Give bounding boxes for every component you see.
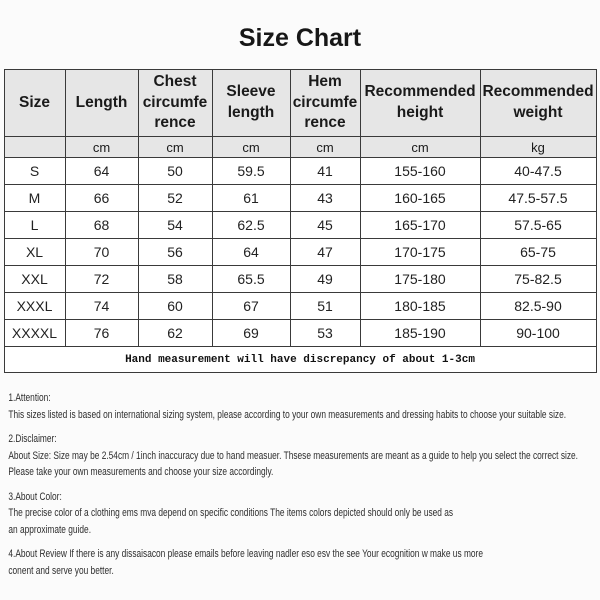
- column-header-length: Length: [64, 69, 139, 137]
- header-row: Size Length Chest circumfe rence Sleeve …: [3, 69, 597, 137]
- table-row-l: L 68 54 62.5 45 165-170 57.5-65: [3, 211, 597, 239]
- table-row-xxl: XXL 72 58 65.5 49 175-180 75-82.5: [3, 265, 597, 293]
- chest-cell: 50: [137, 157, 213, 185]
- weight-cell: 57.5-65: [479, 211, 597, 239]
- hem-cell: 49: [289, 265, 361, 293]
- note-paragraph-disclaimer: 2.Disclaimer: About Size: Size may be 2.…: [8, 433, 579, 478]
- page-title: Size Chart: [238, 24, 362, 52]
- unit-cell: cm: [289, 136, 361, 158]
- unit-cell: cm: [211, 136, 291, 158]
- hem-cell: 51: [289, 292, 361, 320]
- column-header-hem-circumference: Hem circumfe rence: [289, 69, 361, 137]
- hem-cell: 53: [289, 319, 361, 347]
- length-cell: 76: [64, 319, 139, 347]
- measurement-note: Hand measurement will have discrepancy o…: [3, 346, 597, 373]
- size-cell: L: [3, 211, 66, 239]
- weight-cell: 75-82.5: [479, 265, 597, 293]
- note-paragraph-about-color: 3.About Color: The precise color of a cl…: [8, 490, 454, 536]
- height-cell: 180-185: [359, 292, 481, 320]
- sleeve-cell: 67: [211, 292, 291, 320]
- sleeve-cell: 65.5: [211, 265, 291, 293]
- hem-cell: 41: [289, 157, 361, 185]
- column-header-sleeve-length: Sleeve length: [211, 69, 291, 137]
- chest-cell: 62: [137, 319, 213, 347]
- height-cell: 185-190: [359, 319, 481, 347]
- unit-cell: cm: [64, 136, 139, 158]
- size-cell: M: [3, 184, 66, 212]
- height-cell: 170-175: [359, 238, 481, 266]
- column-header-recommended-height: Recommended height: [359, 69, 481, 137]
- weight-cell: 47.5-57.5: [479, 184, 597, 212]
- weight-cell: 90-100: [479, 319, 597, 347]
- measurement-note-row: Hand measurement will have discrepancy o…: [3, 346, 597, 373]
- length-cell: 74: [64, 292, 139, 320]
- sleeve-cell: 59.5: [211, 157, 291, 185]
- sleeve-cell: 62.5: [211, 211, 291, 239]
- height-cell: 165-170: [359, 211, 481, 239]
- note-paragraph-about-review: 4.About Review If there is any dissaisac…: [8, 548, 483, 577]
- length-cell: 72: [64, 265, 139, 293]
- length-cell: 64: [64, 157, 139, 185]
- unit-cell: cm: [359, 136, 481, 158]
- hem-cell: 45: [289, 211, 361, 239]
- size-cell: XXL: [3, 265, 66, 293]
- disclaimer-notes: 1.Attention: This sizes listed is based …: [0, 390, 594, 579]
- table-row-xxxxl: XXXXL 76 62 69 53 185-190 90-100: [3, 319, 597, 347]
- weight-cell: 40-47.5: [479, 157, 597, 185]
- unit-cell: [3, 136, 66, 158]
- size-cell: XXXL: [3, 292, 66, 320]
- column-header-size: Size: [3, 69, 66, 137]
- unit-cell: kg: [479, 136, 597, 158]
- table-row-xxxl: XXXL 74 60 67 51 180-185 82.5-90: [3, 292, 597, 320]
- chest-cell: 60: [137, 292, 213, 320]
- sleeve-cell: 64: [211, 238, 291, 266]
- unit-cell: cm: [137, 136, 213, 158]
- hem-cell: 43: [289, 184, 361, 212]
- height-cell: 155-160: [359, 157, 481, 185]
- table-row-xl: XL 70 56 64 47 170-175 65-75: [3, 238, 597, 266]
- size-cell: XL: [3, 238, 66, 266]
- note-paragraph-attention: 1.Attention: This sizes listed is based …: [8, 392, 567, 421]
- chest-cell: 58: [137, 265, 213, 293]
- table-row-m: M 66 52 61 43 160-165 47.5-57.5: [3, 184, 597, 212]
- length-cell: 66: [64, 184, 139, 212]
- sleeve-cell: 69: [211, 319, 291, 347]
- sleeve-cell: 61: [211, 184, 291, 212]
- weight-cell: 82.5-90: [479, 292, 597, 320]
- column-header-chest-circumference: Chest circumfe rence: [137, 69, 213, 137]
- length-cell: 68: [64, 211, 139, 239]
- size-chart-table: Size Length Chest circumfe rence Sleeve …: [3, 69, 597, 373]
- chest-cell: 56: [137, 238, 213, 266]
- length-cell: 70: [64, 238, 139, 266]
- weight-cell: 65-75: [479, 238, 597, 266]
- size-cell: XXXXL: [3, 319, 66, 347]
- table-row-s: S 64 50 59.5 41 155-160 40-47.5: [3, 157, 597, 185]
- column-header-recommended-weight: Recommended weight: [479, 69, 597, 137]
- chest-cell: 54: [137, 211, 213, 239]
- chest-cell: 52: [137, 184, 213, 212]
- size-cell: S: [3, 157, 66, 185]
- height-cell: 160-165: [359, 184, 481, 212]
- height-cell: 175-180: [359, 265, 481, 293]
- hem-cell: 47: [289, 238, 361, 266]
- units-row: cm cm cm cm cm kg: [3, 136, 597, 158]
